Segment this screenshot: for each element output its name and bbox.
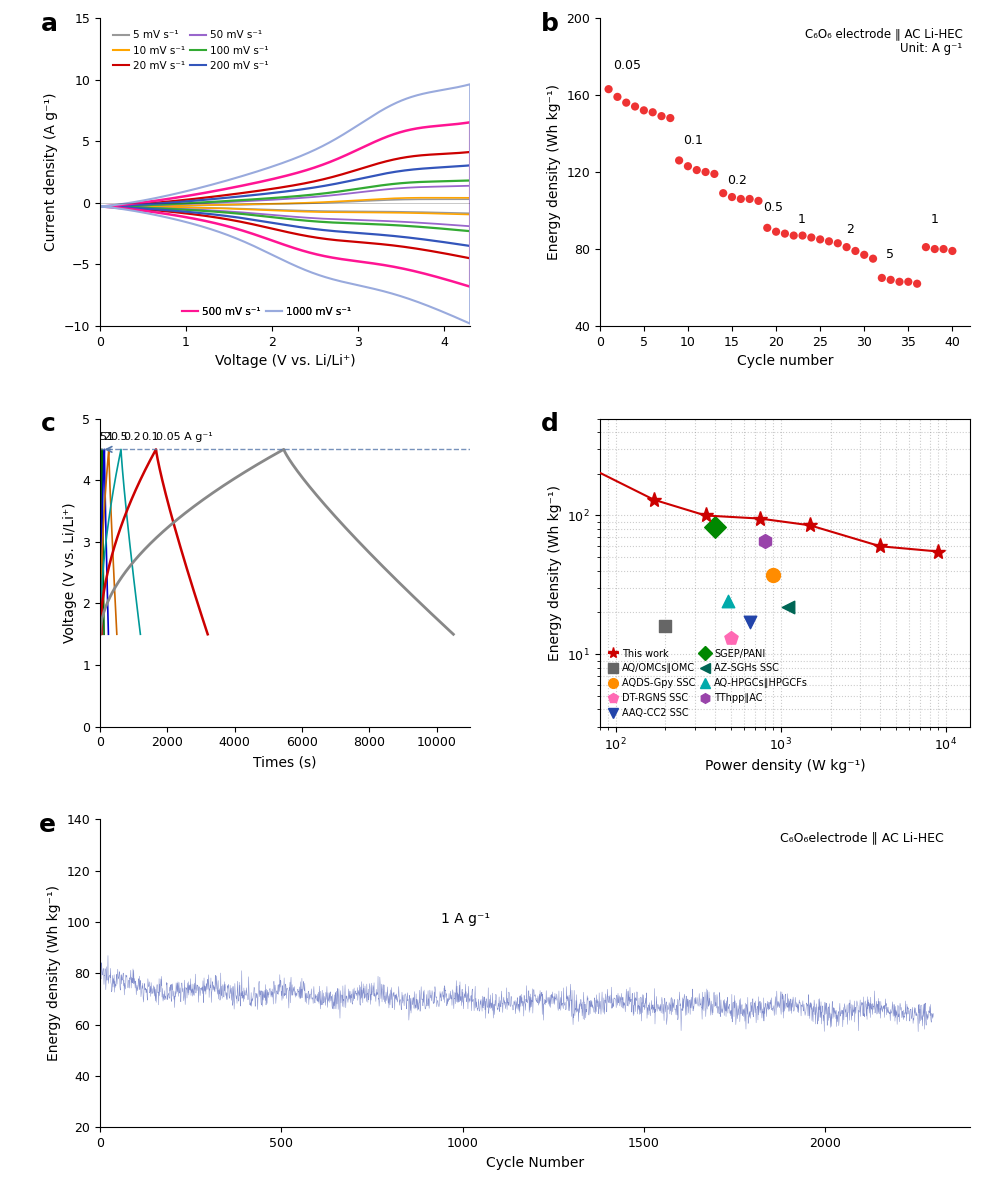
Line: This work: This work	[577, 458, 946, 560]
Text: 0.05 A g⁻¹: 0.05 A g⁻¹	[156, 432, 213, 441]
Legend: 5 mV s⁻¹, 10 mV s⁻¹, 20 mV s⁻¹, 50 mV s⁻¹, 100 mV s⁻¹, 200 mV s⁻¹: 5 mV s⁻¹, 10 mV s⁻¹, 20 mV s⁻¹, 50 mV s⁻…	[109, 26, 273, 75]
Text: c: c	[41, 413, 56, 437]
Text: 0.2: 0.2	[728, 174, 747, 187]
Text: 5: 5	[100, 432, 107, 441]
Point	[909, 274, 925, 293]
Point	[618, 93, 634, 112]
Text: d: d	[541, 413, 558, 437]
Text: b: b	[541, 12, 558, 36]
Point	[724, 187, 740, 206]
This work	[648, 493, 660, 507]
Point	[689, 161, 705, 180]
This work	[874, 539, 886, 554]
AQ/OMCs∥OMC	[657, 617, 673, 636]
This work	[754, 512, 766, 526]
Point	[706, 165, 722, 184]
Point	[874, 268, 890, 288]
Point	[891, 272, 907, 291]
Point	[918, 237, 934, 256]
This work	[932, 544, 944, 558]
Text: 1: 1	[107, 432, 114, 441]
Text: 1: 1	[930, 212, 938, 225]
Point	[883, 271, 899, 290]
This work	[804, 518, 816, 532]
DT-RGNS SSC	[723, 629, 739, 648]
Point	[733, 190, 749, 209]
Y-axis label: Voltage (V vs. Li/Li⁺): Voltage (V vs. Li/Li⁺)	[63, 502, 77, 643]
Point	[636, 100, 652, 119]
This work	[579, 458, 591, 472]
Text: 1 A g⁻¹: 1 A g⁻¹	[441, 911, 490, 926]
Point	[936, 240, 952, 259]
Y-axis label: Energy density (Wh kg⁻¹): Energy density (Wh kg⁻¹)	[547, 84, 561, 260]
Point	[662, 109, 678, 128]
Point	[671, 150, 687, 169]
Point	[645, 103, 661, 122]
Point	[698, 162, 714, 181]
Point	[759, 218, 775, 237]
Legend: This work, AQ/OMCs∥OMC, AQDS-Gpy SSC, DT-RGNS SSC, AAQ-CC2 SSC, SGEP/PANI, AZ-SG: This work, AQ/OMCs∥OMC, AQDS-Gpy SSC, DT…	[605, 644, 812, 722]
TThpp∥AC	[757, 532, 773, 551]
Text: 0.05: 0.05	[613, 58, 641, 72]
Point	[839, 237, 855, 256]
Text: 2: 2	[103, 432, 110, 441]
Text: C₆O₆electrode ∥ AC Li-HEC: C₆O₆electrode ∥ AC Li-HEC	[780, 832, 944, 845]
Point	[900, 272, 916, 291]
AQ-HPGCs∥HPGCFs	[720, 592, 736, 611]
Point	[830, 234, 846, 253]
X-axis label: Power density (W kg⁻¹): Power density (W kg⁻¹)	[705, 759, 865, 773]
Text: a: a	[41, 12, 58, 36]
Point	[927, 240, 943, 259]
Text: C₆O₆ electrode ∥ AC Li-HEC
Unit: A g⁻¹: C₆O₆ electrode ∥ AC Li-HEC Unit: A g⁻¹	[805, 27, 963, 55]
Text: 0.1: 0.1	[684, 134, 703, 147]
Text: 0.1: 0.1	[142, 432, 159, 441]
This work	[700, 508, 712, 523]
Text: 0.5: 0.5	[763, 202, 783, 215]
AQDS-Gpy SSC	[765, 565, 781, 585]
Text: 1: 1	[798, 212, 806, 225]
Point	[609, 87, 625, 106]
Point	[856, 246, 872, 265]
Point	[865, 249, 881, 268]
Point	[821, 231, 837, 251]
Point	[715, 184, 731, 203]
Text: 5: 5	[886, 248, 894, 260]
X-axis label: Cycle number: Cycle number	[737, 354, 833, 369]
Point	[847, 241, 863, 260]
Point	[768, 222, 784, 241]
Point	[601, 80, 617, 99]
Point	[777, 224, 793, 243]
Y-axis label: Energy density (Wh kg⁻¹): Energy density (Wh kg⁻¹)	[548, 484, 562, 661]
Text: e: e	[39, 814, 56, 837]
Point	[627, 97, 643, 116]
Text: 0.5: 0.5	[110, 432, 128, 441]
X-axis label: Voltage (V vs. Li/Li⁺): Voltage (V vs. Li/Li⁺)	[215, 354, 355, 369]
Text: 0.2: 0.2	[123, 432, 141, 441]
AAQ-CC2 SSC	[742, 613, 758, 632]
Point	[944, 241, 960, 260]
Point	[750, 191, 766, 210]
Text: 2: 2	[847, 223, 854, 235]
Point	[680, 156, 696, 175]
Point	[786, 225, 802, 245]
SGEP/PANI	[707, 518, 723, 537]
Y-axis label: Energy density (Wh kg⁻¹): Energy density (Wh kg⁻¹)	[47, 885, 61, 1062]
Point	[742, 190, 758, 209]
Point	[803, 228, 819, 247]
AZ-SGHs SSC	[780, 598, 796, 617]
Point	[795, 225, 811, 245]
X-axis label: Times (s): Times (s)	[253, 755, 317, 769]
Y-axis label: Current density (A g⁻¹): Current density (A g⁻¹)	[44, 93, 58, 252]
Point	[653, 106, 669, 125]
Point	[812, 230, 828, 249]
X-axis label: Cycle Number: Cycle Number	[486, 1156, 584, 1169]
